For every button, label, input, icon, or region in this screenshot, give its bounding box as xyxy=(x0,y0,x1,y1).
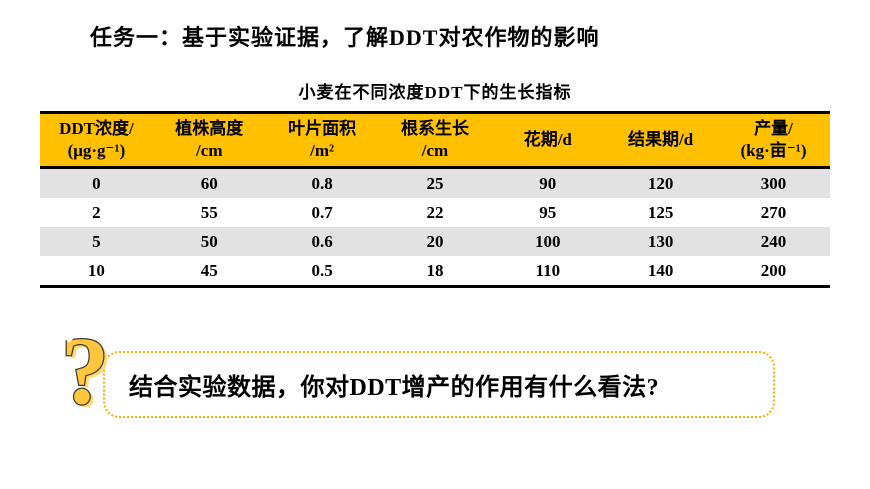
table-row: 0 60 0.8 25 90 120 300 xyxy=(40,167,830,199)
table-row: 5 50 0.6 20 100 130 240 xyxy=(40,227,830,257)
col-header-ddt-concentration: DDT浓度/ (μg·g⁻¹) xyxy=(40,112,153,170)
col-header-line: (μg·g⁻¹) xyxy=(67,141,126,161)
cell-height: 60 xyxy=(200,173,218,193)
col-header-fruiting-period: 结果期/d xyxy=(604,112,718,170)
col-header-line: 产量/ xyxy=(754,119,793,138)
col-header-line: 结果期/d xyxy=(628,130,694,150)
cell-ddt: 5 xyxy=(92,231,101,251)
cell-fruiting: 120 xyxy=(647,173,674,193)
cell-ddt: 0 xyxy=(92,173,101,193)
col-header-root-growth: 根系生长 /cm xyxy=(378,112,492,170)
growth-table: DDT浓度/ (μg·g⁻¹) 植株高度 /cm 叶片面积 /m² 根系生长 /… xyxy=(40,111,830,289)
cell-ddt: 2 xyxy=(92,202,101,222)
col-header-yield: 产量/ (kg·亩⁻¹) xyxy=(717,112,830,170)
col-header-line: (kg·亩⁻¹) xyxy=(740,141,807,161)
cell-flowering: 95 xyxy=(539,202,557,222)
question-box: 结合实验数据，你对DDT增产的作用有什么看法? xyxy=(103,351,775,418)
cell-fruiting: 140 xyxy=(647,260,674,280)
cell-ddt: 10 xyxy=(87,260,105,280)
col-header-line: /m² xyxy=(310,141,335,161)
cell-yield: 270 xyxy=(760,202,787,222)
question-mark-highlight xyxy=(66,327,88,343)
col-header-line: 根系生长 xyxy=(400,119,469,138)
col-header-plant-height: 植株高度 /cm xyxy=(152,112,266,170)
question-mark-shadow: ? xyxy=(65,324,113,427)
cell-yield: 240 xyxy=(760,231,787,251)
table-caption: 小麦在不同浓度DDT下的生长指标 xyxy=(298,83,572,102)
cell-flowering: 90 xyxy=(539,173,557,193)
cell-flowering: 110 xyxy=(535,260,561,280)
cell-height: 55 xyxy=(200,202,218,222)
question-text: 结合实验数据，你对DDT增产的作用有什么看法? xyxy=(129,375,660,401)
cell-root: 22 xyxy=(426,202,444,222)
col-header-flowering-period: 花期/d xyxy=(491,112,605,170)
cell-root: 20 xyxy=(426,231,444,251)
cell-height: 50 xyxy=(200,231,218,251)
table-row: 10 45 0.5 18 110 140 200 xyxy=(40,256,830,287)
cell-root: 25 xyxy=(426,173,444,193)
col-header-line: DDT浓度/ xyxy=(59,119,134,138)
col-header-line: 叶片面积 xyxy=(288,119,357,138)
col-header-line: 花期/d xyxy=(523,130,572,150)
col-header-line: 植株高度 xyxy=(175,119,244,138)
cell-fruiting: 125 xyxy=(647,202,674,222)
cell-leaf-area: 0.5 xyxy=(311,260,333,280)
cell-leaf-area: 0.7 xyxy=(311,202,333,222)
cell-fruiting: 130 xyxy=(647,231,674,251)
question-mark-icon: ? ? xyxy=(60,324,113,427)
col-header-leaf-area: 叶片面积 /m² xyxy=(265,112,379,170)
cell-flowering: 100 xyxy=(535,231,561,251)
cell-yield: 200 xyxy=(760,260,787,280)
table-header-row: DDT浓度/ (μg·g⁻¹) 植株高度 /cm 叶片面积 /m² 根系生长 /… xyxy=(40,112,830,170)
cell-leaf-area: 0.6 xyxy=(311,231,333,251)
cell-leaf-area: 0.8 xyxy=(311,173,333,193)
col-header-line: /cm xyxy=(421,141,449,161)
col-header-line: /cm xyxy=(196,141,223,161)
table-row: 2 55 0.7 22 95 125 270 xyxy=(40,198,830,227)
cell-yield: 300 xyxy=(760,173,787,193)
page-title: 任务一：基于实验证据，了解DDT对农作物的影响 xyxy=(90,25,600,50)
cell-root: 18 xyxy=(426,260,444,280)
cell-height: 45 xyxy=(200,260,218,280)
